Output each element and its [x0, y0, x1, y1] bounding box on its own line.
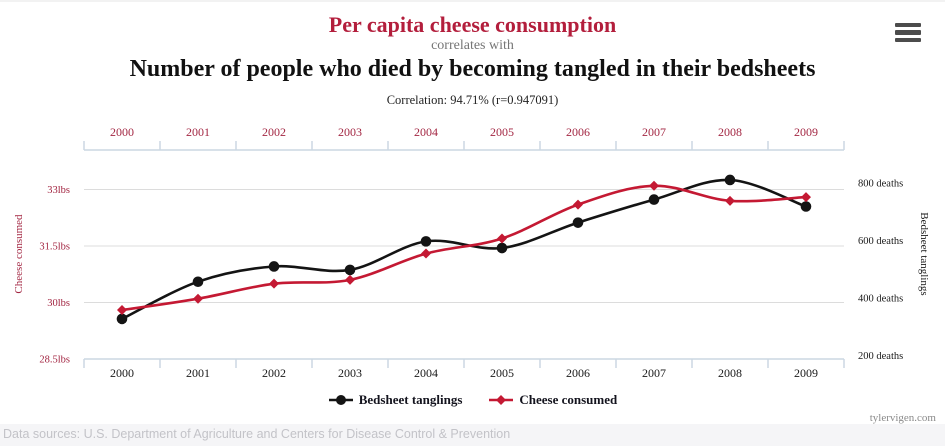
data-point-circle — [116, 313, 128, 325]
chart-title-red: Per capita cheese consumption — [328, 12, 617, 37]
x-tick-label-top: 2002 — [262, 125, 286, 139]
data-point-circle — [648, 194, 660, 205]
data-point-circle — [724, 174, 736, 186]
x-tick-label-top: 2005 — [490, 125, 514, 139]
x-tick-label-top: 2004 — [414, 125, 438, 139]
legend-label: Bedsheet tanglings — [358, 392, 463, 407]
y-right-tick-label: 200 deaths — [858, 351, 903, 362]
data-point-circle — [572, 217, 584, 228]
x-tick-label-top: 2007 — [642, 125, 666, 139]
data-point-diamond — [725, 195, 735, 206]
chart-title-black: Number of people who died by becoming ta… — [129, 56, 816, 82]
legend-label: Cheese consumed — [519, 392, 618, 407]
data-point-diamond — [117, 305, 127, 316]
data-point-diamond — [193, 293, 203, 304]
data-point-circle — [420, 236, 432, 247]
y-right-tick-label: 600 deaths — [858, 236, 903, 247]
legend-item-cheese-consumed[interactable]: Cheese consumed — [488, 392, 617, 408]
x-tick-label-top: 2006 — [566, 125, 590, 139]
x-tick-label-bottom: 2008 — [718, 366, 742, 380]
x-tick-label-top: 2009 — [794, 125, 818, 139]
x-tick-label-bottom: 2009 — [794, 366, 818, 380]
series-cheese-consumed — [117, 180, 811, 316]
legend-marker-circle-icon — [328, 395, 353, 405]
x-tick-label-top: 2001 — [186, 125, 210, 139]
data-point-diamond — [345, 274, 355, 285]
chart-legend: Bedsheet tanglings Cheese consumed — [0, 392, 945, 408]
data-point-circle — [344, 264, 356, 276]
x-tick-label-bottom: 2003 — [338, 366, 362, 380]
chart-subtitle-connector: correlates with — [431, 38, 514, 53]
y-right-tick-label: 400 deaths — [858, 294, 903, 305]
menu-bar — [895, 30, 921, 35]
x-axis-top — [83, 141, 845, 151]
x-tick-label-bottom: 2005 — [490, 366, 514, 380]
menu-bar — [895, 23, 921, 28]
y-right-axis-title: Bedsheet tanglings — [918, 212, 930, 295]
data-point-diamond — [649, 180, 659, 191]
data-point-circle — [192, 276, 204, 288]
site-credit: tylervigen.com — [869, 412, 936, 424]
correlation-note: Correlation: 94.71% (r=0.947091) — [386, 93, 559, 107]
menu-bar — [895, 37, 921, 42]
data-point-circle — [496, 242, 508, 254]
y-left-tick-label: 31.5lbs — [39, 242, 70, 253]
y-left-tick-label: 33lbs — [47, 185, 70, 196]
series-bedsheet-tanglings — [116, 174, 812, 325]
y-left-tick-label: 28.5lbs — [39, 355, 70, 366]
x-tick-label-bottom: 2006 — [566, 366, 590, 380]
data-point-diamond — [269, 278, 279, 289]
x-tick-label-bottom: 2001 — [186, 366, 210, 380]
x-tick-label-bottom: 2007 — [642, 366, 666, 380]
x-tick-label-top: 2000 — [110, 125, 134, 139]
data-point-diamond — [497, 233, 507, 244]
y-left-axis-title: Cheese consumed — [13, 214, 25, 294]
legend-item-bedsheet-tanglings[interactable]: Bedsheet tanglings — [328, 392, 463, 408]
hamburger-menu-icon[interactable] — [895, 23, 921, 42]
data-point-circle — [268, 261, 280, 272]
x-tick-label-top: 2008 — [718, 125, 742, 139]
data-sources-text: Data sources: U.S. Department of Agricul… — [3, 427, 511, 441]
y-right-tick-label: 800 deaths — [858, 178, 903, 189]
data-point-diamond — [573, 199, 583, 210]
data-sources-bar: Data sources: U.S. Department of Agricul… — [0, 424, 945, 446]
data-point-diamond — [801, 192, 811, 203]
data-point-diamond — [421, 248, 431, 259]
x-axis-bottom — [83, 358, 845, 368]
data-point-circle — [800, 201, 812, 212]
series-line — [121, 178, 807, 321]
series-line — [121, 184, 807, 312]
y-left-tick-label: 30lbs — [47, 298, 70, 309]
x-tick-label-top: 2003 — [338, 125, 362, 139]
x-tick-label-bottom: 2004 — [414, 366, 438, 380]
legend-marker-diamond-icon — [489, 395, 514, 405]
x-tick-label-bottom: 2002 — [262, 366, 286, 380]
x-tick-label-bottom: 2000 — [110, 366, 134, 380]
